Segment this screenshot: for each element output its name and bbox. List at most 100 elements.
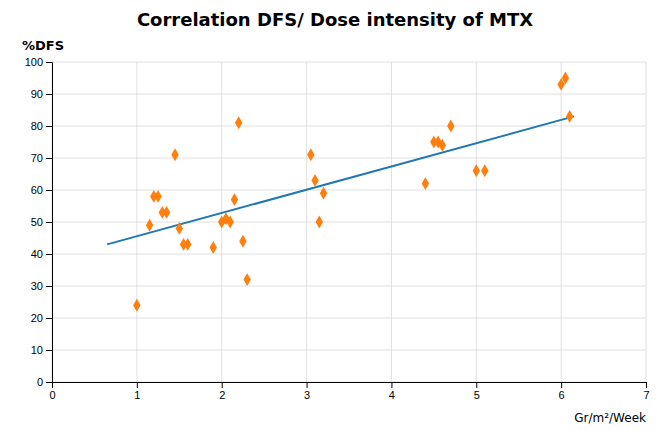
tick-label: 100 (25, 56, 43, 68)
tick-mark (646, 382, 647, 388)
tick-label: 0 (37, 376, 43, 388)
tick: 4 (389, 382, 395, 401)
y-axis-label: %DFS (22, 38, 64, 53)
tick-mark (46, 318, 52, 319)
tick-label: 50 (31, 216, 43, 228)
point (226, 216, 233, 229)
tick-label: 10 (31, 344, 43, 356)
tick-label: 40 (31, 248, 43, 260)
title: Correlation DFS/ Dose intensity of MTX (137, 9, 533, 30)
regression-line (107, 116, 574, 244)
point (176, 222, 183, 235)
tick: 20 (31, 312, 52, 324)
tick-mark (46, 126, 52, 127)
tick-label: 5 (474, 389, 480, 401)
point (320, 187, 327, 200)
grid-line (52, 190, 646, 191)
tick: 1 (134, 382, 140, 401)
tick-label: 80 (31, 120, 43, 132)
tick-label: 2 (219, 389, 225, 401)
tick: 50 (31, 216, 52, 228)
point (562, 72, 569, 85)
point (447, 120, 454, 133)
tick: 0 (37, 376, 52, 388)
tick: 7 (643, 382, 649, 401)
point (566, 110, 573, 123)
point (439, 139, 446, 152)
tick-mark (137, 382, 138, 388)
tick-label: 0 (49, 389, 55, 401)
grid-line (52, 62, 646, 63)
tick-label: 90 (31, 88, 43, 100)
tick-label: 60 (31, 184, 43, 196)
tick-label: 7 (643, 389, 649, 401)
tick: 40 (31, 248, 52, 260)
point (473, 164, 480, 177)
grid-line (52, 254, 646, 255)
point (481, 164, 488, 177)
tick-label: 20 (31, 312, 43, 324)
point (146, 219, 153, 232)
grid-line (52, 350, 646, 351)
tick: 60 (31, 184, 52, 196)
point (422, 177, 429, 190)
tick-mark (46, 382, 52, 383)
tick: 6 (559, 382, 565, 401)
x-axis-label: Gr/m²/Week (574, 411, 646, 425)
tick: 10 (31, 344, 52, 356)
tick-mark (46, 62, 52, 63)
tick: 100 (25, 56, 52, 68)
tick-label: 3 (304, 389, 310, 401)
point (311, 174, 318, 187)
chart: Correlation DFS/ Dose intensity of MTX 0 1… (0, 0, 670, 430)
point (171, 148, 178, 161)
grid-line (52, 286, 646, 287)
tick-mark (46, 222, 52, 223)
grid-line (52, 158, 646, 159)
grid-line (52, 222, 646, 223)
tick-label: 6 (559, 389, 565, 401)
tick-mark (391, 382, 392, 388)
tick: 0 (49, 382, 55, 401)
tick: 70 (31, 152, 52, 164)
tick-mark (46, 286, 52, 287)
tick: 90 (31, 88, 52, 100)
point (235, 116, 242, 129)
tick-label: 4 (389, 389, 395, 401)
point (210, 241, 217, 254)
grid-line (52, 94, 646, 95)
x-axis-line (53, 383, 647, 389)
y-axis-line (46, 63, 53, 383)
tick-mark (222, 382, 223, 388)
tick-mark (46, 94, 52, 95)
tick-label: 70 (31, 152, 43, 164)
tick-mark (46, 158, 52, 159)
tick: 2 (219, 382, 225, 401)
y-axis: 0 10 20 30 40 50 60 70 80 90 100 (25, 56, 53, 388)
point (307, 148, 314, 161)
tick: 3 (304, 382, 310, 401)
grid-line (52, 126, 646, 127)
tick-label: 1 (134, 389, 140, 401)
tick: 30 (31, 280, 52, 292)
point (239, 235, 246, 248)
tick-label: 30 (31, 280, 43, 292)
tick-mark (307, 382, 308, 388)
point (163, 206, 170, 219)
tick-mark (46, 254, 52, 255)
point (231, 193, 238, 206)
point (184, 238, 191, 251)
grid-line (52, 318, 646, 319)
plot-area (107, 72, 574, 312)
tick: 80 (31, 120, 52, 132)
grid (52, 62, 646, 382)
tick: 5 (474, 382, 480, 401)
tick-mark (46, 190, 52, 191)
x-axis: 0 1 2 3 4 5 6 7 (49, 382, 649, 401)
point (133, 299, 140, 312)
tick-mark (476, 382, 477, 388)
point (154, 190, 161, 203)
point (316, 216, 323, 229)
point (243, 273, 250, 286)
tick-mark (46, 350, 52, 351)
